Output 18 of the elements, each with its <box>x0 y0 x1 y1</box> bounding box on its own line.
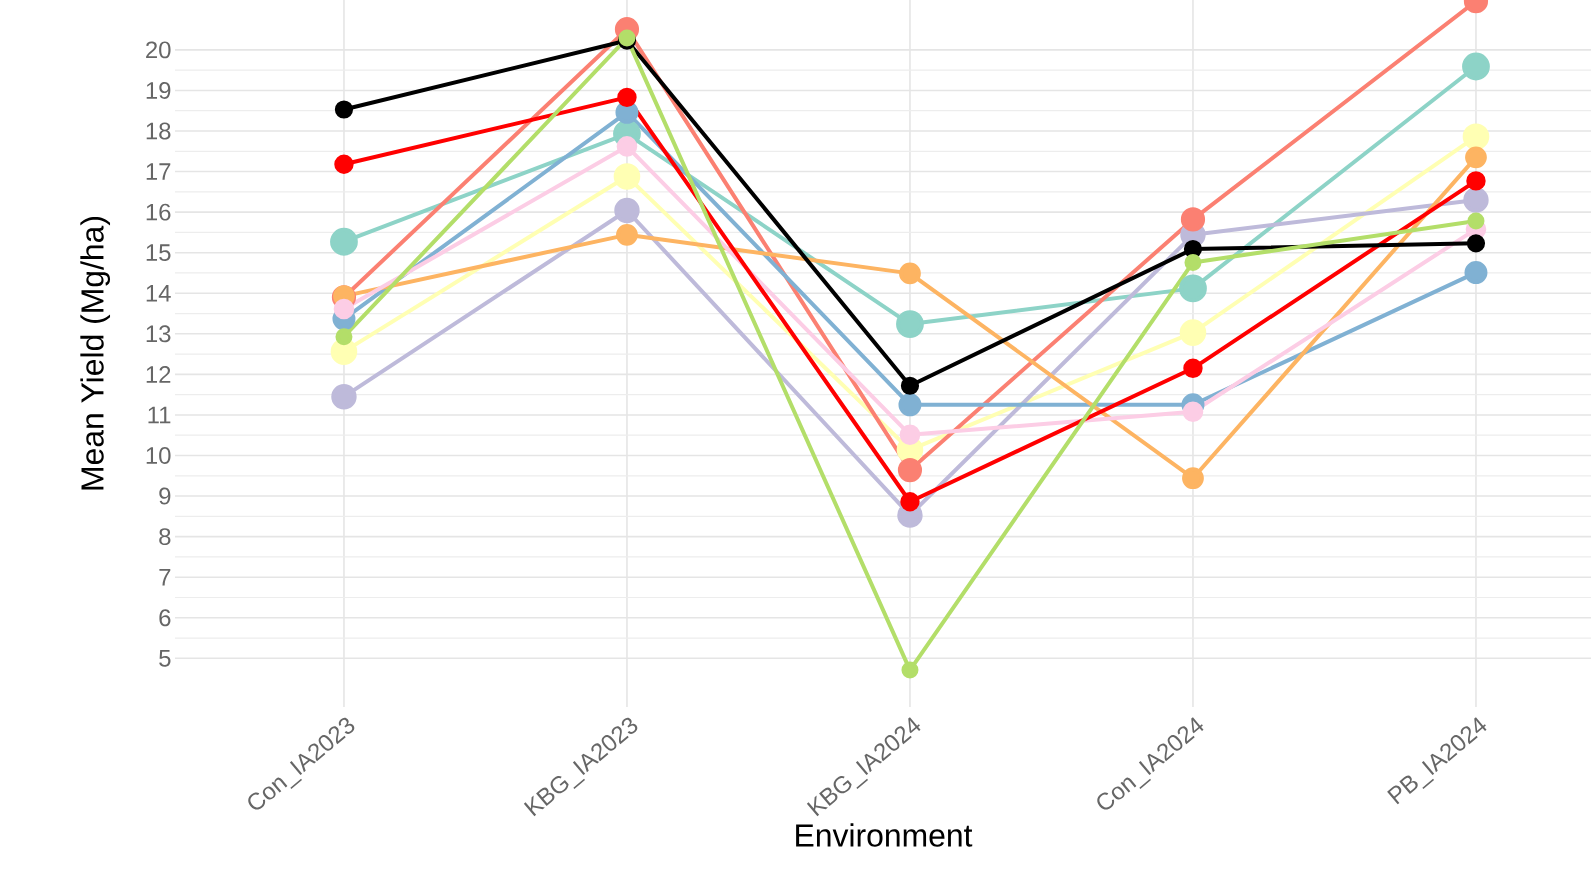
y-tick-label: 19 <box>146 81 171 99</box>
y-tick-label: 18 <box>146 122 171 140</box>
y-tick-label: 10 <box>146 447 171 464</box>
y-tick-label: 5 <box>159 649 171 667</box>
x-axis-title: Environment <box>796 823 973 847</box>
y-tick-label: 20 <box>146 41 171 59</box>
y-tick-label: 12 <box>146 366 171 383</box>
y-tick-label: 13 <box>146 325 171 343</box>
y-tick-label: 15 <box>146 244 171 262</box>
y-tick-label: 9 <box>159 487 171 505</box>
y-tick-label: 17 <box>146 163 171 180</box>
y-tick-label: 7 <box>159 568 171 586</box>
y-axis-title: Mean Yield (Mg/ha) <box>80 217 111 490</box>
y-tick-label: 16 <box>146 203 171 221</box>
y-tick-label: 6 <box>159 609 171 627</box>
y-tick-label: 14 <box>146 285 171 302</box>
y-tick-label: 8 <box>159 528 171 546</box>
y-tick-label: 11 <box>148 406 171 424</box>
